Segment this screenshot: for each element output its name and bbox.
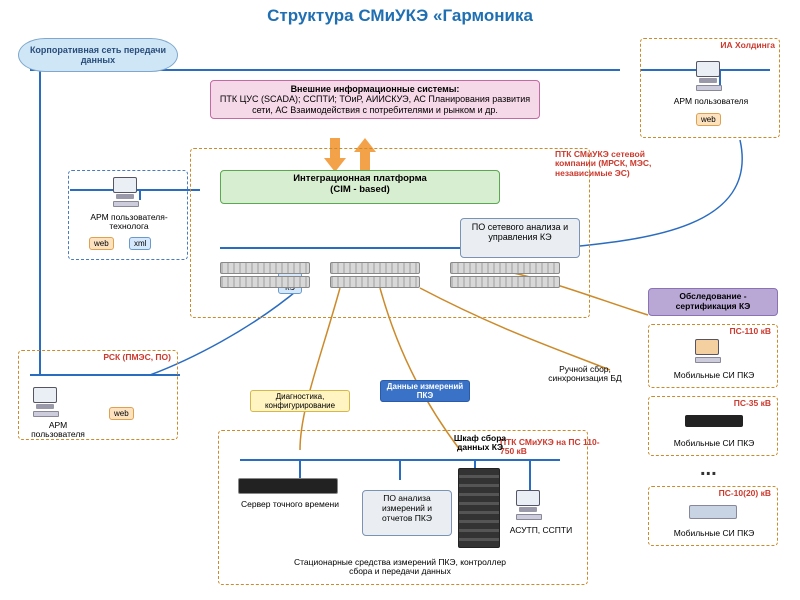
- ps110-mobile: Мобильные СИ ПКЭ: [659, 371, 769, 380]
- asutp-pc-icon: [516, 490, 550, 520]
- server-rack-3: [450, 276, 560, 288]
- rsk-arm-label: АРМ пользователя: [23, 421, 93, 440]
- page-title: Структура СМиУКЭ «Гармоника: [0, 0, 800, 28]
- ps10-label: ПС-10(20) кВ: [719, 489, 771, 498]
- ellipsis-icon: ...: [700, 458, 717, 481]
- corporate-network-cloud: Корпоративная сеть передачи данных: [18, 38, 178, 72]
- server-rack-2: [330, 262, 420, 274]
- server-rack-3b: [450, 262, 560, 274]
- server-rack-1: [220, 262, 310, 274]
- rsk-label: РСК (ПМЭС, ПО): [103, 353, 171, 362]
- arm-tech-pc-icon: [113, 177, 147, 207]
- asutp-label: АСУТП, ССПТИ: [506, 526, 576, 535]
- data-rack-icon: [458, 468, 500, 548]
- ext-systems-body: ПТК ЦУС (SCADA); ССПТИ; ТОиР, АИИСКУЭ, А…: [220, 94, 530, 114]
- arm-tech-web-tag: web: [89, 237, 114, 250]
- ps-110-box: ПС-110 кВ Мобильные СИ ПКЭ: [648, 324, 778, 388]
- arm-tech-label: АРМ пользователя-технолога: [75, 213, 183, 232]
- ia-holding-box: ИА Холдинга АРМ пользователя web: [640, 38, 780, 138]
- rsk-web-tag: web: [109, 407, 134, 420]
- ia-holding-web-tag: web: [696, 113, 721, 126]
- shkaf-label: Шкаф сбора данных КЭ: [440, 434, 520, 453]
- time-server-icon: [238, 478, 338, 494]
- ia-holding-arm-label: АРМ пользователя: [656, 97, 766, 106]
- external-systems-box: Внешние информационные системы: ПТК ЦУС …: [210, 80, 540, 119]
- ps10-mobile: Мобильные СИ ПКЭ: [659, 529, 769, 538]
- po-analysis-box: ПО анализа измерений и отчетов ПКЭ: [362, 490, 452, 536]
- arm-tech-box: АРМ пользователя-технолога web xml: [68, 170, 188, 260]
- time-server-label: Сервер точного времени: [230, 500, 350, 509]
- integration-platform-box: Интеграционная платформа (CIM - based): [220, 170, 500, 204]
- ps10-device-icon: [689, 505, 737, 519]
- ext-systems-header: Внешние информационные системы:: [291, 84, 460, 94]
- diagnostics-tag: Диагностика, конфигурирование: [250, 390, 350, 412]
- manual-collection-label: Ручной сбор, синхронизация БД: [530, 365, 640, 384]
- ps35-mobile: Мобильные СИ ПКЭ: [659, 439, 769, 448]
- ps35-label: ПС-35 кВ: [734, 399, 771, 408]
- arm-tech-xml-tag: xml: [129, 237, 151, 250]
- ptk-company-label: ПТК СМиУКЭ сетевой компании (МРСК, МЭС, …: [555, 150, 675, 178]
- integration-line2: (CIM - based): [330, 184, 390, 195]
- ps110-label: ПС-110 кВ: [729, 327, 771, 336]
- server-rack-2b: [330, 276, 420, 288]
- ps110-device-icon: [695, 339, 729, 369]
- data-measurements-tag: Данные измерений ПКЭ: [380, 380, 470, 402]
- server-rack-1b: [220, 276, 310, 288]
- ps-35-box: ПС-35 кВ Мобильные СИ ПКЭ: [648, 396, 778, 456]
- stationary-means-label: Стационарные средства измерений ПКЭ, кон…: [290, 558, 510, 577]
- ps35-device-icon: [685, 415, 743, 427]
- integration-line1: Интеграционная платформа: [293, 173, 427, 184]
- ps-10-box: ПС-10(20) кВ Мобильные СИ ПКЭ: [648, 486, 778, 546]
- survey-box: Обследование - сертификация КЭ: [648, 288, 778, 316]
- rsk-pc-icon: [33, 387, 67, 417]
- ia-holding-pc-icon: [696, 61, 730, 91]
- ia-holding-label: ИА Холдинга: [720, 41, 775, 50]
- po-network-box: ПО сетевого анализа и управления КЭ: [460, 218, 580, 258]
- rsk-box: РСК (ПМЭС, ПО) АРМ пользователя web: [18, 350, 178, 440]
- diagram-canvas: Корпоративная сеть передачи данных ИА Хо…: [0, 30, 800, 600]
